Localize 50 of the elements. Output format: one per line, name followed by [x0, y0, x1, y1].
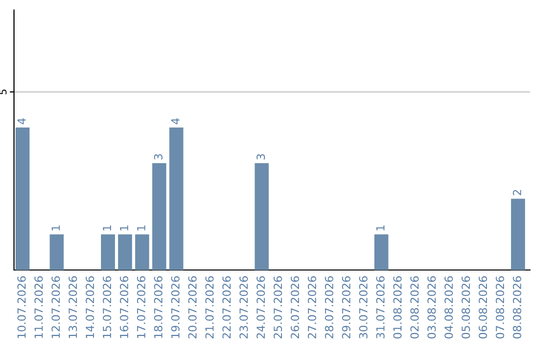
x-tick-label: 14.07.2026 — [86, 276, 94, 338]
x-tick-label: 30.07.2026 — [359, 276, 368, 338]
x-tick-label: 25.07.2026 — [274, 276, 282, 338]
x-tick-label: 21.07.2026 — [205, 276, 214, 338]
data-label: 2 — [512, 190, 522, 196]
data-label: 3 — [256, 154, 265, 160]
x-tick-label: 28.07.2026 — [324, 276, 334, 338]
x-tick-label: 22.07.2026 — [222, 276, 231, 338]
data-label: 1 — [102, 226, 112, 230]
x-tick-label: 17.07.2026 — [136, 276, 146, 338]
bar — [16, 128, 30, 270]
x-tick-label: 03.08.2026 — [427, 276, 436, 338]
x-tick-label: 26.07.2026 — [290, 276, 300, 338]
x-tick-label: 13.07.2026 — [68, 276, 78, 338]
x-tick-label: 29.07.2026 — [342, 276, 350, 338]
data-label: 1 — [376, 226, 384, 230]
x-tick-label: 05.08.2026 — [462, 276, 470, 338]
data-label: 4 — [18, 118, 26, 124]
bar — [254, 163, 269, 270]
x-tick-label: 19.07.2026 — [171, 276, 180, 338]
x-tick-label: 12.07.2026 — [52, 276, 60, 338]
x-tick-label: 01.08.2026 — [393, 276, 402, 338]
bar — [118, 234, 132, 270]
data-label: 1 — [120, 226, 128, 230]
bar — [374, 234, 388, 270]
bar — [50, 234, 64, 270]
bar — [135, 234, 150, 270]
data-label: 1 — [137, 226, 146, 230]
x-tick-label: 02.08.2026 — [410, 276, 419, 338]
x-tick-label: 31.07.2026 — [376, 276, 385, 338]
bar — [511, 198, 526, 270]
x-tick-label: 27.07.2026 — [308, 276, 316, 338]
x-tick-label: 20.07.2026 — [188, 276, 197, 338]
x-tick-label: 07.08.2026 — [496, 276, 504, 338]
data-label: 3 — [154, 154, 162, 160]
bar — [100, 234, 115, 270]
x-tick-label: 18.07.2026 — [154, 276, 162, 338]
x-tick-label: 16.07.2026 — [120, 276, 128, 338]
x-tick-label: 10.07.2026 — [17, 276, 26, 338]
x-tick-label: 23.07.2026 — [239, 276, 248, 338]
x-tick-label: 04.08.2026 — [444, 276, 453, 338]
data-label: 1 — [52, 226, 60, 230]
data-label: 4 — [171, 118, 180, 124]
x-tick-label: 11.07.2026 — [34, 276, 43, 338]
x-tick-label: 24.07.2026 — [256, 276, 265, 338]
x-tick-label: 08.08.2026 — [512, 276, 522, 338]
bar — [169, 128, 184, 270]
bar — [152, 163, 166, 270]
x-tick-label: 15.07.2026 — [102, 276, 112, 338]
x-tick-label: 06.08.2026 — [478, 276, 488, 338]
